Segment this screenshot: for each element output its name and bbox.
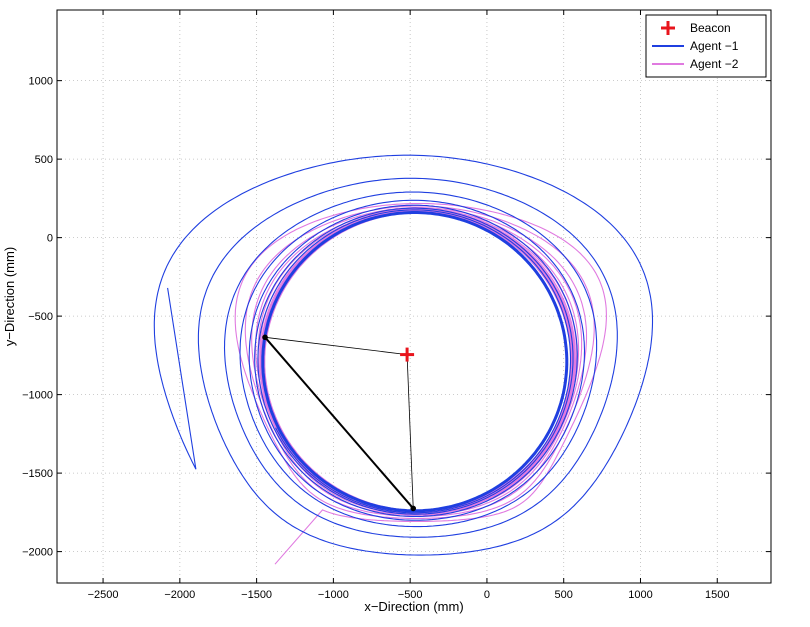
ticks: −2500 −2000 −1500 −1000 −500 0 500 1000 1500 −200… — [22, 10, 771, 601]
x-axis-label: x−Direction (mm) — [364, 599, 463, 614]
beacon-marker-icon — [661, 21, 675, 35]
y-tick-label: −2000 — [22, 547, 53, 559]
y-axis-label: y−Direction (mm) — [2, 247, 17, 346]
x-tick-label: −2500 — [88, 589, 119, 601]
x-tick-label: 1500 — [705, 589, 729, 601]
agent-1-position-point — [262, 334, 268, 341]
legend-label-beacon: Beacon — [690, 21, 731, 35]
legend-item-agent-1: Agent −1 — [652, 39, 739, 53]
y-tick-label: 500 — [35, 154, 53, 166]
x-tick-label: 500 — [555, 589, 573, 601]
agent-to-agent-line — [264, 336, 414, 510]
x-tick-label: −1000 — [318, 589, 349, 601]
beacon-to-agent-1-line — [265, 336, 408, 355]
beacon-to-agent-2-line — [406, 354, 414, 509]
series-agent-1-trajectory — [153, 154, 654, 556]
x-tick-label: −1500 — [241, 589, 272, 601]
legend-label-agent-1: Agent −1 — [690, 39, 739, 53]
legend-item-beacon: Beacon — [661, 21, 731, 35]
y-tick-label: 1000 — [29, 76, 53, 88]
agent-2-position-point — [410, 505, 417, 512]
x-tick-label: −2000 — [164, 589, 195, 601]
y-tick-label: −500 — [28, 311, 53, 323]
legend: Beacon Agent −1 Agent −2 — [645, 14, 767, 78]
plot-frame — [56, 9, 772, 584]
legend-label-agent-2: Agent −2 — [690, 57, 739, 71]
x-tick-label: −500 — [398, 589, 423, 601]
grid — [57, 10, 771, 583]
plot-area — [57, 10, 771, 583]
y-tick-label: 0 — [47, 233, 53, 245]
legend-item-agent-2: Agent −2 — [652, 57, 739, 71]
x-tick-label: 0 — [484, 589, 490, 601]
series-agent-1-limit-cycle — [261, 211, 569, 513]
x-tick-label: 1000 — [628, 589, 652, 601]
plot-traces — [153, 154, 654, 565]
y-tick-label: −1000 — [22, 390, 53, 402]
y-tick-label: −1500 — [22, 468, 53, 480]
